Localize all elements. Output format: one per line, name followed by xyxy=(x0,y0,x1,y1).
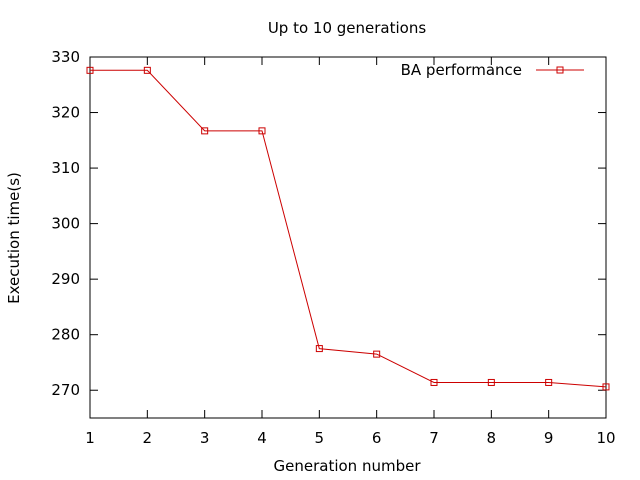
legend: BA performance xyxy=(401,61,584,79)
x-tick-label: 3 xyxy=(200,429,210,447)
data-point xyxy=(487,378,495,386)
x-tick-label: 6 xyxy=(372,429,382,447)
data-point xyxy=(545,378,553,386)
data-point xyxy=(86,66,94,74)
x-tick-label: 8 xyxy=(487,429,497,447)
legend-label: BA performance xyxy=(401,61,522,79)
x-tick-label: 7 xyxy=(429,429,439,447)
x-tick-label: 5 xyxy=(315,429,325,447)
data-point xyxy=(602,383,610,391)
y-axis: 270 280 290 300 310 320 330 xyxy=(51,48,606,399)
x-tick-label: 9 xyxy=(544,429,554,447)
plot-frame xyxy=(89,56,607,419)
data-point xyxy=(201,127,209,135)
x-axis: 1 2 3 4 5 6 7 8 9 10 xyxy=(85,57,616,447)
y-tick-label: 310 xyxy=(51,159,80,177)
y-tick-label: 280 xyxy=(51,326,80,344)
data-point xyxy=(258,127,266,135)
x-axis-label: Generation number xyxy=(274,457,422,475)
y-tick-label: 320 xyxy=(51,104,80,122)
series-group xyxy=(86,66,610,391)
series-line xyxy=(90,69,607,388)
y-tick-label: 330 xyxy=(51,48,80,66)
data-point xyxy=(143,66,151,74)
y-axis-label: Execution time(s) xyxy=(5,172,23,304)
y-tick-label: 300 xyxy=(51,215,80,233)
y-tick-label: 270 xyxy=(51,381,80,399)
x-tick-label: 2 xyxy=(143,429,153,447)
x-tick-label: 1 xyxy=(85,429,95,447)
data-point xyxy=(430,378,438,386)
chart-title: Up to 10 generations xyxy=(268,19,427,37)
data-point xyxy=(373,350,381,358)
y-tick-label: 290 xyxy=(51,270,80,288)
x-tick-label: 10 xyxy=(596,429,615,447)
data-point xyxy=(315,345,323,353)
legend-marker xyxy=(556,66,564,74)
x-tick-label: 4 xyxy=(257,429,267,447)
